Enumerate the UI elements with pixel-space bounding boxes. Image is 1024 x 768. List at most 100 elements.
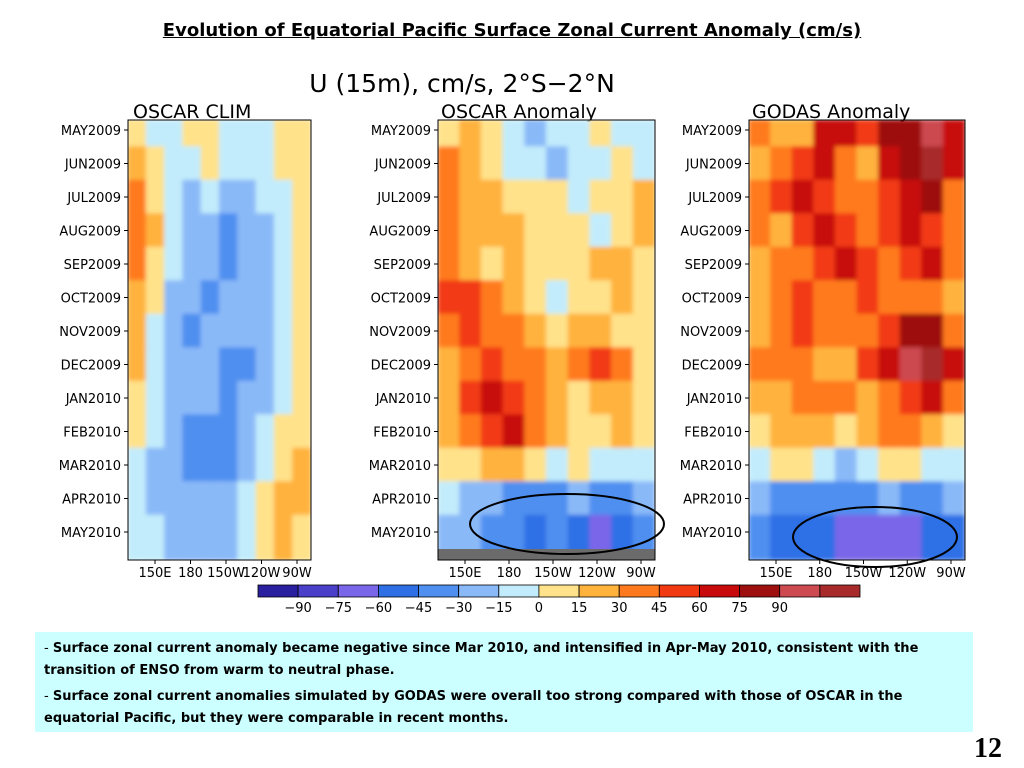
heat-cell [856,380,880,416]
heat-cell [292,313,311,349]
colorbar-label: −45 [405,601,432,616]
heat-cell [611,280,634,315]
heat-cell [219,380,239,416]
heat-cell [632,347,655,382]
page-number: 12 [974,733,1002,764]
heat-cell [524,280,547,315]
heat-cell [632,179,655,215]
heat-cell [834,447,858,483]
heat-cell [856,481,880,516]
heat-cell [567,514,591,560]
heat-cell [524,213,547,248]
heat-cell [480,313,504,349]
heat-cell [749,179,772,215]
heat-cell [791,347,815,382]
heat-cell [480,380,504,416]
heat-cell [567,146,591,181]
heat-cell [292,280,311,315]
heat-cell [749,481,772,516]
heat-cell [589,246,613,282]
heat-cell [255,313,275,349]
heat-cell [459,380,482,416]
heat-cell [459,246,482,282]
y-tick-label: MAY2010 [61,526,121,541]
y-tick-label: MAR2010 [369,459,431,474]
heat-cell [567,246,591,282]
heat-cell [128,313,147,349]
heat-cell [770,120,793,148]
heat-cell [237,246,257,282]
heat-cell [856,179,880,215]
heat-cell [899,380,923,416]
heat-cell [899,447,923,483]
heat-cell [632,380,655,416]
heat-cell [878,213,901,248]
heat-cell [502,246,526,282]
heat-cell [611,347,634,382]
heat-cell [524,380,547,416]
heat-cell [567,481,591,516]
heat-cell [480,481,504,516]
heat-cell [546,514,569,560]
heat-cell [813,414,836,449]
heat-cell [273,347,294,382]
heat-cell [200,179,220,215]
heat-cell [749,280,772,315]
heat-cell [834,120,858,148]
y-tick-label: NOV2009 [59,325,121,340]
heat-cell [128,280,147,315]
heat-cell [459,179,482,215]
x-tick-label: 150E [759,566,792,581]
heat-cell [164,414,184,449]
heat-cell [480,179,504,215]
heat-cell [459,313,482,349]
colorbar-swatch [819,584,861,598]
heat-cell [942,246,965,282]
heat-cell [791,146,815,181]
heat-cell [200,146,220,181]
heat-cell [273,280,294,315]
heat-cell [200,514,220,560]
heat-cell [856,414,880,449]
heat-cell [502,146,526,181]
heat-cell [237,146,257,181]
heat-cell [128,414,147,449]
heat-cell [546,447,569,483]
heat-cell [200,246,220,282]
heat-cell [878,280,901,315]
heat-cell [589,179,613,215]
colorbar-label: 75 [731,601,748,616]
heat-cell [459,414,482,449]
heat-cell [770,347,793,382]
y-tick-label: MAY2010 [371,526,431,541]
heat-cell [567,414,591,449]
heat-cell [182,146,202,181]
slide-title: Evolution of Equatorial Pacific Surface … [162,20,862,41]
y-tick-label: OCT2009 [61,292,121,307]
note-text: Surface zonal current anomaly became neg… [44,641,919,678]
colorbar-swatch [337,584,379,598]
heat-cell [611,447,634,483]
heat-cell [770,447,793,483]
heat-cell [255,120,275,148]
heat-cell [834,246,858,282]
heat-cell [128,179,147,215]
y-tick-label: DEC2009 [682,359,742,374]
heat-cell [567,347,591,382]
heat-cell [749,414,772,449]
colorbar-swatch [578,584,620,598]
heat-cell [942,213,965,248]
heat-cell [438,380,461,416]
heat-cell [292,380,311,416]
heat-cell [546,481,569,516]
colorbar-swatch [658,584,700,598]
heat-cell [524,179,547,215]
note-dash: - [44,641,53,656]
heat-cell [292,246,311,282]
heat-cell [589,514,613,560]
heat-cell [438,213,461,248]
heat-cell [145,280,166,315]
heat-cell [791,280,815,315]
heat-cell [546,414,569,449]
